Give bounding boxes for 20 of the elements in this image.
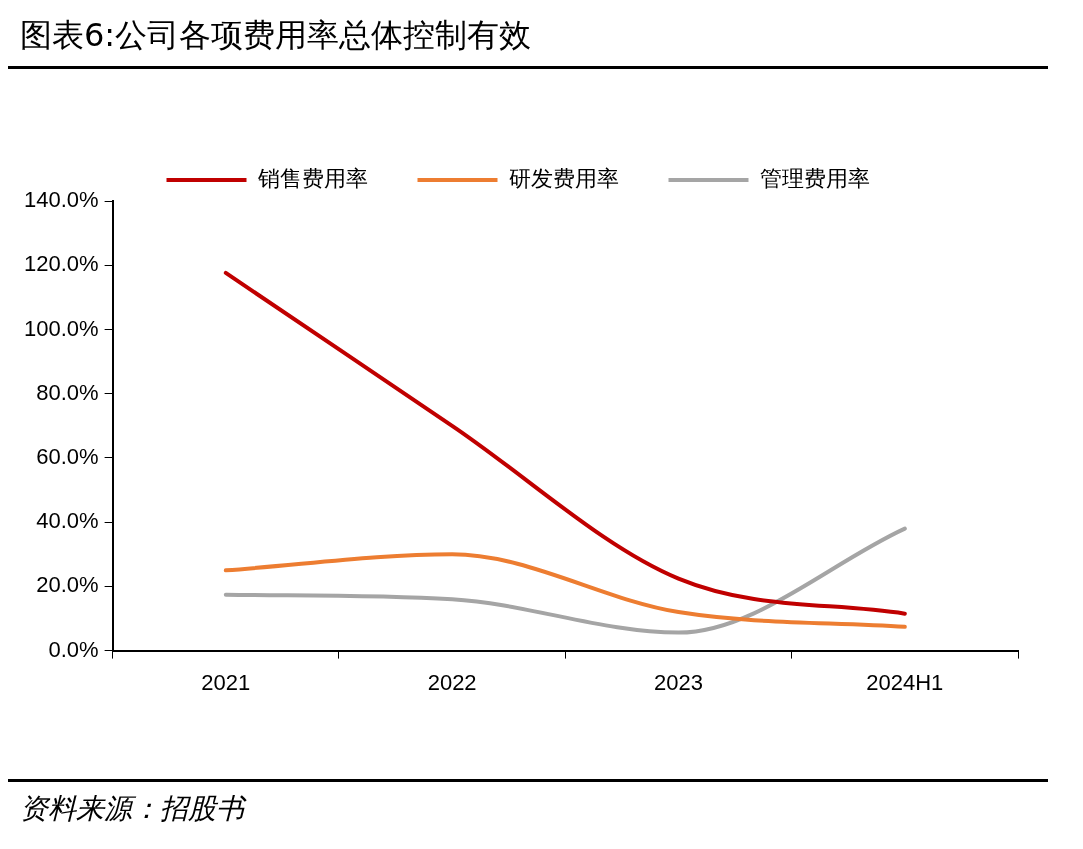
- legend-label: 管理费用率: [759, 165, 870, 191]
- y-tick-label: 60.0%: [36, 443, 99, 469]
- x-tick-label: 2022: [427, 669, 477, 695]
- chart-title: 图表6:公司各项费用率总体控制有效: [8, 8, 1048, 69]
- text: 资料来源：招股书: [20, 791, 248, 827]
- x-tick-label: 2024H1: [866, 669, 944, 695]
- line-series: [223, 552, 907, 629]
- y-tick-label: 140.0%: [23, 187, 99, 213]
- legend-label: 销售费用率: [256, 165, 368, 191]
- y-tick-label: 80.0%: [36, 379, 99, 405]
- legend-label: 研发费用率: [508, 165, 619, 191]
- line-series: [223, 270, 907, 616]
- y-tick-label: 40.0%: [36, 508, 99, 534]
- y-tick-label: 0.0%: [48, 636, 99, 662]
- y-tick-label: 100.0%: [23, 315, 99, 341]
- x-tick-label: 2023: [654, 669, 703, 695]
- x-tick-label: 2021: [201, 669, 251, 695]
- line-series: [223, 526, 907, 635]
- y-tick-label: 120.0%: [23, 251, 99, 277]
- y-tick-label: 20.0%: [36, 572, 99, 598]
